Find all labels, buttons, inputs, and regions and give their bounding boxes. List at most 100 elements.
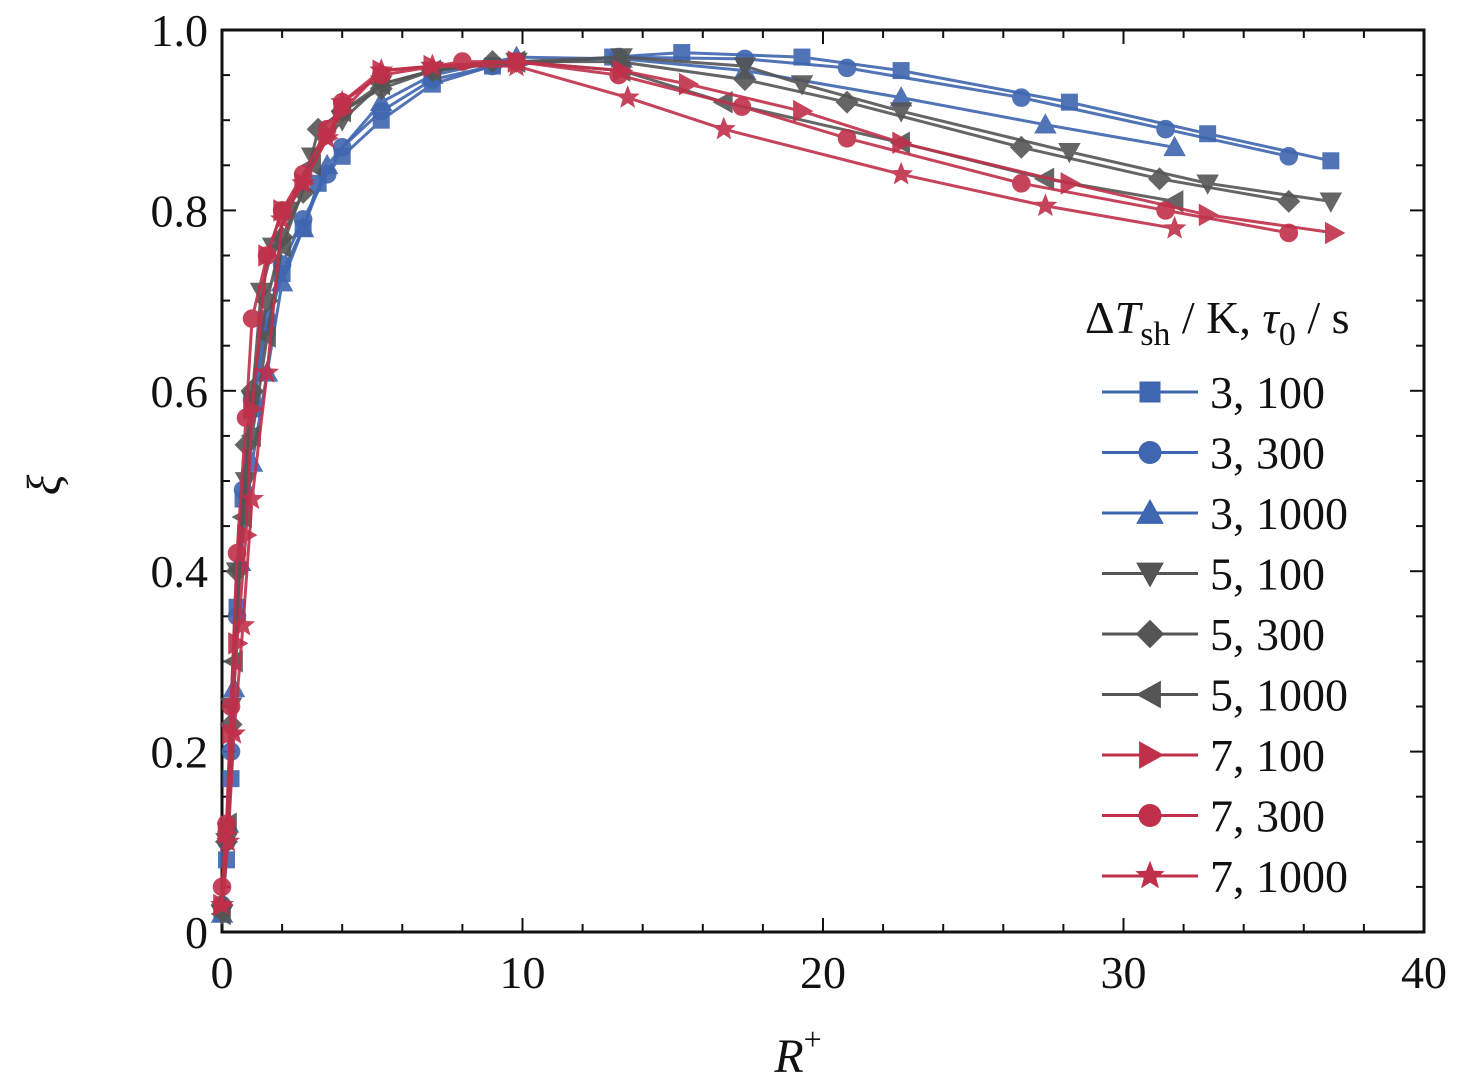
data-point bbox=[330, 89, 355, 113]
legend-item: 3, 100 bbox=[1102, 367, 1325, 418]
x-axis-label-sup: + bbox=[804, 1021, 822, 1057]
legend-marker bbox=[1138, 804, 1162, 827]
data-point bbox=[733, 57, 757, 78]
data-point bbox=[1279, 223, 1299, 243]
legend-item: 3, 1000 bbox=[1102, 488, 1348, 539]
data-point bbox=[370, 90, 393, 111]
data-point bbox=[1034, 113, 1057, 134]
legend-marker bbox=[1136, 498, 1164, 524]
data-point bbox=[270, 206, 295, 230]
legend-item: 7, 1000 bbox=[1102, 851, 1348, 902]
data-point bbox=[609, 65, 628, 85]
legend-title: ΔTsh / K, τ0 / s bbox=[1085, 292, 1350, 353]
data-point bbox=[1322, 152, 1340, 170]
legend: 3, 100 3, 300 3, 1000 5, 100 5, 300 5, 1000 7,… bbox=[1102, 367, 1348, 902]
series-9 bbox=[209, 53, 1187, 916]
data-point bbox=[453, 52, 472, 71]
data-point bbox=[1325, 221, 1346, 245]
legend-item: 5, 100 bbox=[1102, 549, 1325, 600]
data-point bbox=[369, 58, 394, 81]
data-point bbox=[291, 217, 315, 238]
data-point bbox=[257, 246, 277, 265]
data-point bbox=[835, 90, 859, 114]
legend-marker bbox=[1136, 562, 1164, 588]
data-point bbox=[837, 58, 857, 78]
legend-label: 3, 300 bbox=[1210, 428, 1325, 479]
legend-item: 3, 300 bbox=[1102, 428, 1325, 479]
legend-label: 7, 300 bbox=[1210, 791, 1325, 842]
data-point bbox=[1033, 193, 1058, 217]
data-point bbox=[1012, 174, 1031, 193]
y-tick-label: 0.4 bbox=[151, 546, 209, 597]
x-tick-label: 0 bbox=[211, 947, 234, 998]
data-point bbox=[793, 99, 814, 123]
legend-marker bbox=[1135, 619, 1165, 649]
legend-item: 7, 100 bbox=[1102, 730, 1325, 781]
data-point bbox=[240, 486, 265, 510]
x-tick-label: 40 bbox=[1401, 947, 1447, 998]
legend-label: 7, 1000 bbox=[1210, 851, 1348, 902]
data-point bbox=[231, 612, 256, 636]
legend-marker bbox=[1139, 741, 1165, 769]
x-axis-label-main: R bbox=[773, 1030, 803, 1083]
legend-marker bbox=[1139, 381, 1161, 403]
data-point bbox=[217, 814, 236, 834]
y-tick-label: 1.0 bbox=[151, 5, 209, 56]
data-point bbox=[837, 128, 857, 148]
data-point bbox=[216, 829, 241, 853]
x-tick-label: 20 bbox=[800, 947, 846, 998]
data-point bbox=[1058, 142, 1081, 164]
data-point bbox=[1156, 201, 1175, 220]
data-point bbox=[1319, 192, 1343, 213]
y-tick-label: 0.2 bbox=[151, 727, 209, 778]
legend-title-mid: / K, bbox=[1170, 292, 1262, 343]
data-point bbox=[504, 53, 529, 77]
y-tick-label: 0.8 bbox=[151, 185, 209, 236]
legend-marker bbox=[1138, 441, 1162, 464]
legend-title-t: T bbox=[1115, 292, 1144, 343]
data-point bbox=[678, 72, 700, 96]
legend-label: 5, 100 bbox=[1210, 549, 1325, 600]
legend-label: 7, 100 bbox=[1210, 730, 1325, 781]
legend-title-delta: Δ bbox=[1085, 292, 1115, 343]
legend-title-sh: sh bbox=[1140, 316, 1170, 353]
legend-title-zero: 0 bbox=[1279, 316, 1296, 353]
data-point bbox=[1163, 135, 1186, 157]
data-point bbox=[889, 161, 914, 185]
legend-label: 5, 1000 bbox=[1210, 670, 1348, 721]
plot-frame bbox=[220, 28, 1426, 934]
data-point bbox=[790, 75, 814, 96]
data-point bbox=[1279, 146, 1299, 166]
series-layer bbox=[209, 44, 1346, 926]
y-axis-label: ξ bbox=[18, 474, 71, 495]
legend-label: 3, 100 bbox=[1210, 367, 1325, 418]
data-point bbox=[1148, 167, 1172, 191]
series-line bbox=[220, 60, 1290, 888]
data-point bbox=[1196, 174, 1219, 195]
legend-marker bbox=[1135, 680, 1161, 709]
y-tick-label: 0 bbox=[185, 907, 208, 958]
legend-item: 7, 300 bbox=[1102, 791, 1325, 842]
data-point bbox=[892, 131, 913, 154]
data-point bbox=[255, 360, 280, 383]
x-axis-label: R+ bbox=[773, 1021, 821, 1083]
data-point bbox=[1156, 119, 1175, 139]
legend-label: 5, 300 bbox=[1210, 609, 1325, 660]
data-point bbox=[711, 116, 736, 140]
y-tick-label: 0.6 bbox=[151, 366, 209, 417]
data-point bbox=[733, 68, 757, 92]
data-point bbox=[1198, 203, 1220, 227]
legend-item: 5, 300 bbox=[1102, 609, 1325, 660]
data-point bbox=[242, 309, 262, 328]
x-tick-label: 30 bbox=[1101, 947, 1147, 998]
data-point bbox=[291, 170, 316, 194]
data-point bbox=[1060, 172, 1081, 195]
data-point bbox=[315, 153, 339, 175]
legend-title-tau: τ bbox=[1262, 292, 1280, 343]
series-line bbox=[220, 64, 1175, 906]
data-point bbox=[1009, 135, 1033, 159]
data-point bbox=[615, 84, 640, 108]
data-point bbox=[1277, 189, 1301, 213]
data-point bbox=[209, 892, 235, 916]
